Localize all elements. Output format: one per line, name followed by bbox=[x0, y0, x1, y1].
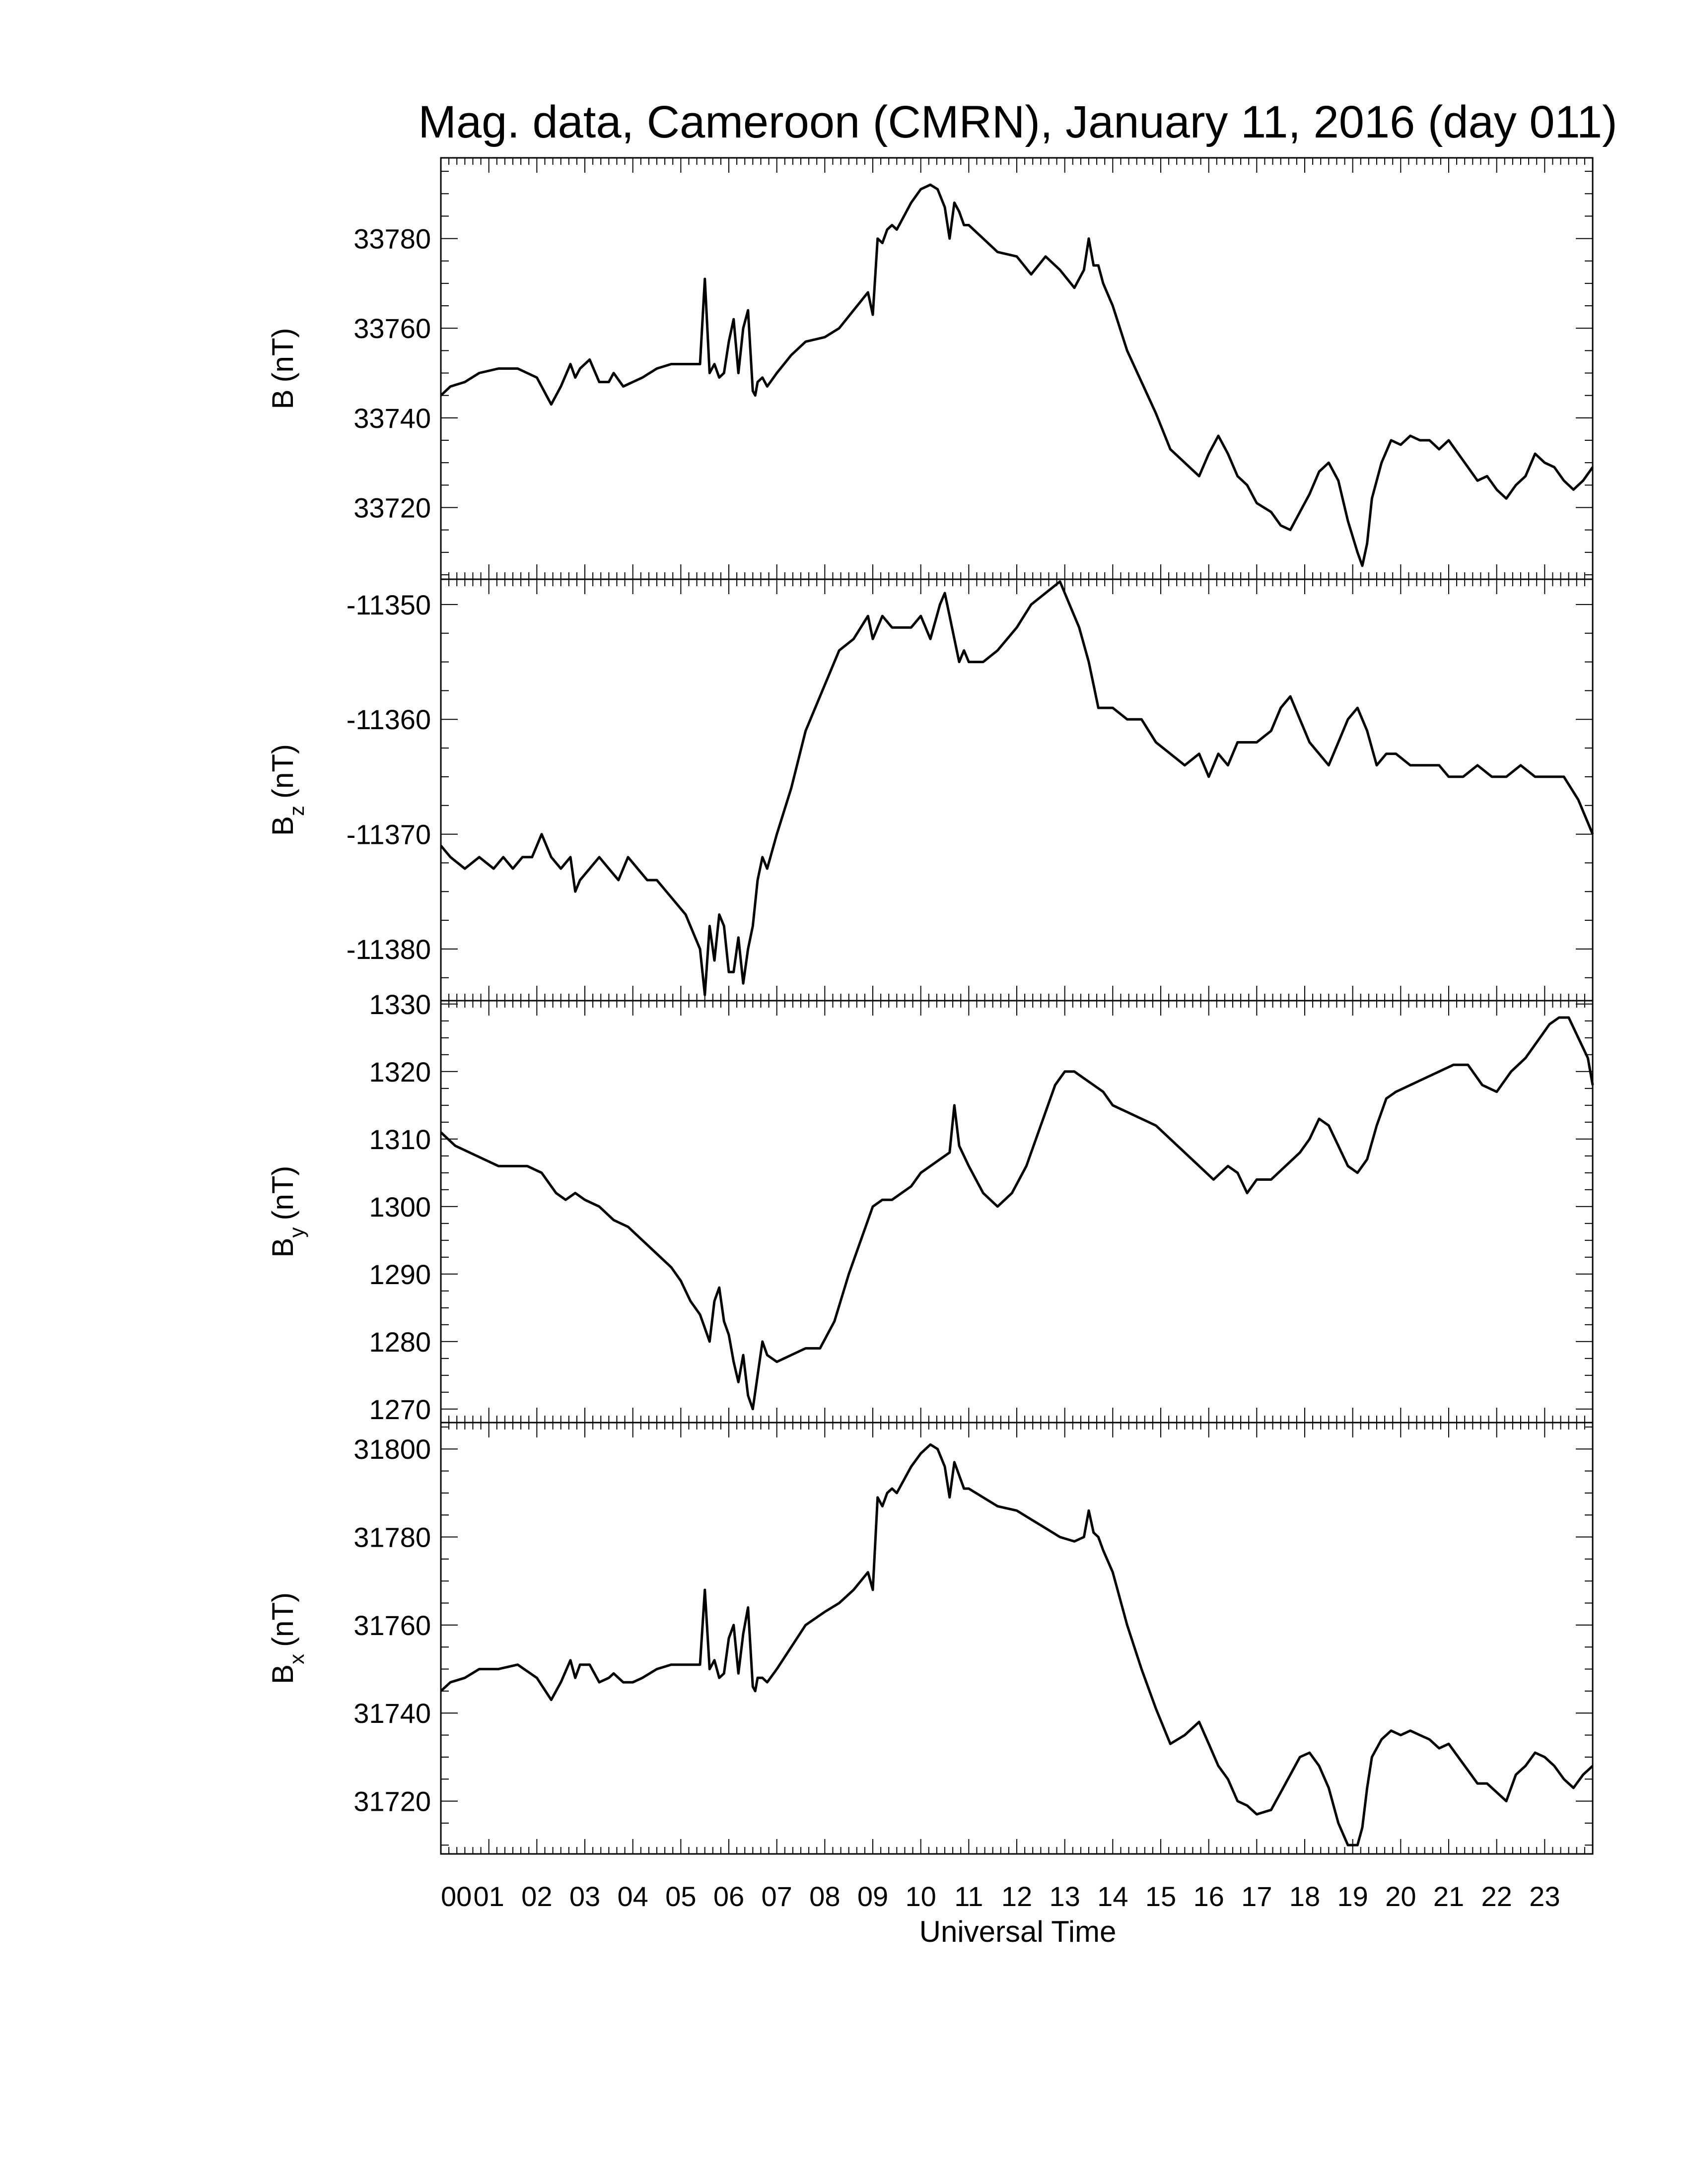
series-line bbox=[440, 183, 1594, 567]
y-axis-label-main: B bbox=[266, 816, 299, 836]
y-tick-label: 31720 bbox=[353, 1786, 431, 1817]
y-tick-label: 1320 bbox=[369, 1056, 431, 1088]
x-tick-label: 12 bbox=[1001, 1881, 1032, 1912]
y-tick-label: 1330 bbox=[369, 989, 431, 1020]
x-tick-label: 17 bbox=[1241, 1881, 1272, 1912]
panel-2: 1270 1280 1290 1300 1310 1320 1330 By (nT) bbox=[266, 989, 1594, 1425]
x-axis-label: Universal Time bbox=[919, 1915, 1117, 1948]
x-tick-label: 23 bbox=[1529, 1881, 1560, 1912]
y-tick-label: 1300 bbox=[369, 1191, 431, 1223]
y-axis-label-main: B bbox=[266, 389, 299, 409]
x-tick-label: 15 bbox=[1145, 1881, 1176, 1912]
y-axis-label-unit: (nT) bbox=[266, 1592, 299, 1647]
y-tick-label: 33760 bbox=[353, 313, 431, 344]
x-tick-label: 21 bbox=[1433, 1881, 1464, 1912]
y-tick-label: 1280 bbox=[369, 1326, 431, 1358]
panels-group: 33720337403376033780B(nT)-11350-11360-11… bbox=[266, 157, 1594, 1855]
series-line bbox=[440, 1443, 1594, 1846]
series-line bbox=[440, 580, 1594, 996]
x-tick-label: 08 bbox=[809, 1881, 840, 1912]
panel-1: -11350 -11360 -11370 -11380 Bz (nT) bbox=[266, 578, 1594, 1002]
x-tick-label: 06 bbox=[713, 1881, 744, 1912]
y-axis-label: Bz (nT) bbox=[266, 744, 308, 836]
y-axis-label-unit: (nT) bbox=[266, 1165, 299, 1220]
y-tick-label: 31800 bbox=[353, 1433, 431, 1465]
figure-title: Mag. data, Cameroon (CMRN), January 11, … bbox=[418, 97, 1617, 147]
y-axis-label-main: B bbox=[266, 1664, 299, 1684]
y-tick-label: -11360 bbox=[347, 704, 431, 735]
y-tick-label: 33740 bbox=[353, 403, 431, 434]
y-tick-label: -11380 bbox=[347, 934, 431, 965]
x-tick-label: 05 bbox=[665, 1881, 696, 1912]
y-axis-label: Bx (nT) bbox=[266, 1592, 308, 1684]
y-tick-label: 33780 bbox=[353, 223, 431, 255]
x-tick-label: 22 bbox=[1481, 1881, 1512, 1912]
y-tick-label: -11350 bbox=[347, 589, 431, 620]
y-axis-label: B (nT) bbox=[266, 328, 299, 409]
x-tick-label: 03 bbox=[569, 1881, 600, 1912]
y-tick-label: 31740 bbox=[353, 1698, 431, 1729]
x-tick-label: 11 bbox=[954, 1881, 983, 1912]
y-axis-label-subscript: x bbox=[285, 1654, 308, 1664]
y-tick-label: -11370 bbox=[347, 819, 431, 850]
x-tick-label: 02 bbox=[521, 1881, 552, 1912]
y-tick-label: 1290 bbox=[369, 1259, 431, 1290]
panel-3: 31720 31740 31760 31780 31800 Bx (nT) bbox=[266, 1422, 1594, 1855]
x-tick-label: 19 bbox=[1337, 1881, 1368, 1912]
y-axis-label-unit: (nT) bbox=[266, 744, 299, 799]
x-tick-labels: 00 01 02 03 04 05 06 07 08 09 10 11 12 13 14 15 16 17 18 19… bbox=[441, 1881, 1560, 1912]
y-tick-label: 1310 bbox=[369, 1124, 431, 1155]
y-axis-label-subscript: z bbox=[285, 806, 308, 816]
x-tick-label: 16 bbox=[1194, 1881, 1224, 1912]
x-tick-label: 04 bbox=[618, 1881, 648, 1912]
x-tick-label: 13 bbox=[1050, 1881, 1080, 1912]
y-tick-label: 31780 bbox=[353, 1522, 431, 1553]
x-tick-label: 07 bbox=[762, 1881, 792, 1912]
x-tick-label: 01 bbox=[474, 1881, 504, 1912]
y-axis-label-main: B bbox=[266, 1237, 299, 1257]
series-line bbox=[440, 1016, 1594, 1411]
x-tick-label: 18 bbox=[1289, 1881, 1320, 1912]
x-tick-label: 20 bbox=[1385, 1881, 1416, 1912]
y-axis-label: By (nT) bbox=[266, 1165, 308, 1257]
y-axis-label-subscript: y bbox=[285, 1227, 308, 1237]
y-tick-label: 1270 bbox=[369, 1394, 431, 1425]
y-axis-label-unit: (nT) bbox=[266, 328, 299, 382]
x-tick-label: 10 bbox=[906, 1881, 936, 1912]
x-tick-label: 09 bbox=[857, 1881, 888, 1912]
x-tick-label: 00 bbox=[441, 1881, 472, 1912]
y-tick-label: 33720 bbox=[353, 492, 431, 523]
y-tick-label: 31760 bbox=[353, 1610, 431, 1641]
x-tick-label: 14 bbox=[1097, 1881, 1128, 1912]
